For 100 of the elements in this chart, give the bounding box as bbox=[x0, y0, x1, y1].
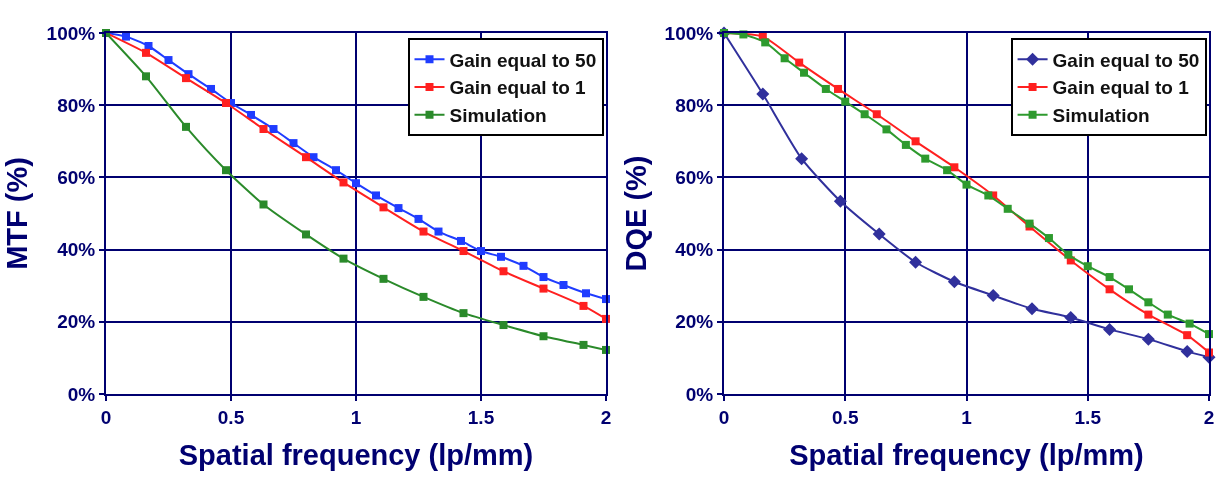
x-axis-title: Spatial frequency (lp/mm) bbox=[178, 439, 534, 472]
point bbox=[1180, 344, 1194, 358]
point bbox=[142, 72, 150, 81]
point bbox=[882, 125, 891, 134]
y-tick-label: 20% bbox=[675, 311, 714, 333]
legend-label: Gain equal to 50 bbox=[449, 49, 597, 71]
point bbox=[911, 137, 920, 146]
point bbox=[247, 110, 255, 119]
point bbox=[795, 58, 804, 67]
y-tick-label: 0% bbox=[67, 383, 96, 405]
y-tick-label: 40% bbox=[57, 239, 96, 261]
point bbox=[761, 38, 770, 47]
legend-label: Simulation bbox=[1052, 105, 1150, 127]
point bbox=[833, 194, 847, 208]
point bbox=[582, 289, 590, 298]
point bbox=[1064, 250, 1073, 259]
point bbox=[1124, 285, 1133, 294]
y-tick-label: 80% bbox=[57, 94, 96, 116]
point bbox=[259, 125, 268, 134]
point bbox=[841, 97, 850, 106]
point bbox=[1025, 302, 1039, 316]
point bbox=[579, 301, 588, 310]
legend-label: Gain equal to 50 bbox=[1052, 49, 1200, 71]
point bbox=[947, 275, 961, 289]
x-tick-label: 1 bbox=[350, 406, 362, 428]
point bbox=[909, 255, 923, 269]
y-tick-label: 20% bbox=[57, 311, 96, 333]
point bbox=[872, 227, 886, 241]
point bbox=[962, 180, 971, 189]
point bbox=[1144, 298, 1153, 307]
point bbox=[780, 54, 789, 63]
x-tick-label: 0.5 bbox=[832, 406, 859, 428]
point bbox=[302, 230, 310, 239]
point bbox=[1003, 204, 1012, 213]
point bbox=[419, 292, 428, 301]
point bbox=[164, 56, 173, 65]
x-tick-label: 0.5 bbox=[217, 406, 245, 428]
legend-label: Gain equal to 1 bbox=[1052, 77, 1190, 99]
point bbox=[872, 110, 881, 119]
point bbox=[539, 332, 548, 341]
point bbox=[901, 140, 910, 149]
point bbox=[289, 139, 298, 148]
x-tick-label: 1 bbox=[961, 406, 973, 428]
x-tick-label: 1.5 bbox=[1074, 406, 1102, 428]
y-tick-label: 60% bbox=[57, 167, 96, 189]
point bbox=[142, 48, 150, 57]
point bbox=[302, 153, 310, 162]
point bbox=[821, 84, 830, 93]
point bbox=[477, 247, 485, 256]
y-axis-title: DQE (%) bbox=[620, 155, 652, 272]
y-tick-label: 80% bbox=[675, 94, 714, 116]
point bbox=[434, 227, 443, 236]
point bbox=[1083, 262, 1092, 271]
point bbox=[339, 254, 348, 263]
point bbox=[459, 247, 468, 256]
point bbox=[984, 191, 993, 200]
point bbox=[1185, 319, 1194, 328]
point bbox=[222, 166, 230, 175]
y-tick-label: 40% bbox=[675, 239, 714, 261]
point bbox=[1105, 285, 1114, 294]
point bbox=[339, 178, 348, 187]
point bbox=[222, 99, 230, 108]
point bbox=[414, 214, 423, 223]
point bbox=[372, 191, 380, 200]
point bbox=[1144, 310, 1153, 319]
point bbox=[921, 154, 930, 163]
point bbox=[950, 163, 959, 172]
point bbox=[833, 84, 842, 93]
x-axis-title: Spatial frequency (lp/mm) bbox=[789, 439, 1144, 472]
point bbox=[459, 309, 468, 318]
point bbox=[519, 261, 528, 270]
point bbox=[800, 68, 809, 77]
legend-label: Simulation bbox=[449, 105, 547, 127]
point bbox=[332, 166, 340, 175]
point bbox=[499, 267, 508, 276]
point bbox=[943, 166, 952, 175]
point bbox=[986, 288, 1000, 302]
point bbox=[795, 152, 809, 166]
x-tick-label: 0 bbox=[718, 406, 730, 428]
point bbox=[860, 110, 869, 119]
point bbox=[122, 32, 130, 41]
x-tick-label: 0 bbox=[100, 406, 112, 428]
point bbox=[1163, 310, 1172, 319]
point bbox=[539, 284, 548, 293]
y-tick-label: 60% bbox=[675, 167, 714, 189]
point bbox=[1141, 332, 1155, 346]
point bbox=[1044, 234, 1053, 243]
point bbox=[1064, 310, 1078, 324]
point bbox=[539, 273, 548, 282]
x-tick-label: 2 bbox=[1203, 406, 1215, 428]
point bbox=[144, 42, 153, 50]
point bbox=[579, 340, 588, 349]
point bbox=[379, 274, 388, 283]
point bbox=[394, 204, 403, 213]
point bbox=[269, 125, 278, 134]
point bbox=[182, 74, 190, 83]
point bbox=[756, 87, 770, 101]
y-tick-label: 100% bbox=[46, 22, 96, 44]
point bbox=[309, 153, 318, 162]
point bbox=[497, 252, 505, 261]
